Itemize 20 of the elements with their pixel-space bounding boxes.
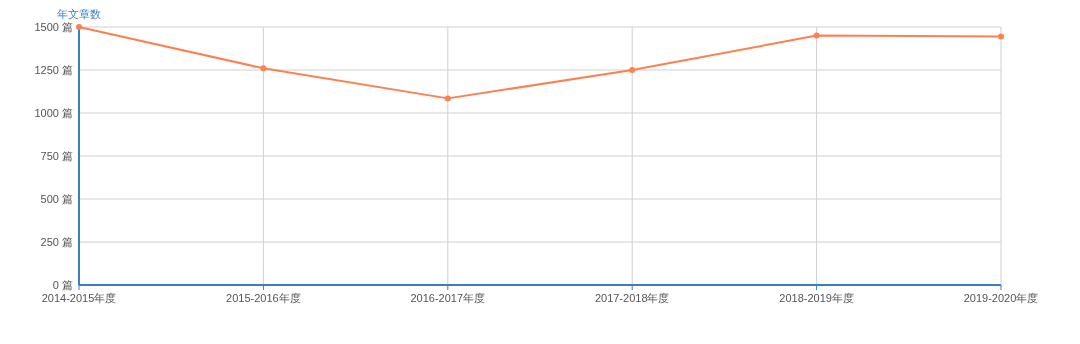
- point: [444, 95, 451, 102]
- point: [76, 24, 82, 30]
- x-tick-label: 2014-2015年度: [41, 292, 117, 304]
- point: [260, 65, 267, 72]
- y-tick-label: 0 篇: [52, 278, 73, 291]
- y-tick-label: 750 篇: [40, 149, 73, 162]
- x-tick-label: 2018-2019年度: [779, 292, 854, 304]
- x-tick-label: 2017-2018年度: [594, 292, 670, 304]
- y-tick-label: 1250 篇: [34, 63, 73, 76]
- y-tick-label: 1000 篇: [34, 106, 73, 119]
- x-tick-label: 2019-2020年度: [963, 292, 1039, 304]
- point: [629, 67, 636, 73]
- y-axis-title: 年文章数: [57, 8, 101, 20]
- point: [998, 33, 1004, 40]
- y-tick-label: 500 篇: [40, 192, 73, 205]
- y-tick-label: 250 篇: [40, 235, 73, 248]
- point: [813, 32, 820, 39]
- x-tick-label: 2015-2016年度: [226, 292, 301, 304]
- y-tick-label: 1500 篇: [34, 20, 73, 33]
- x-tick-label: 2016-2017年度: [410, 292, 486, 304]
